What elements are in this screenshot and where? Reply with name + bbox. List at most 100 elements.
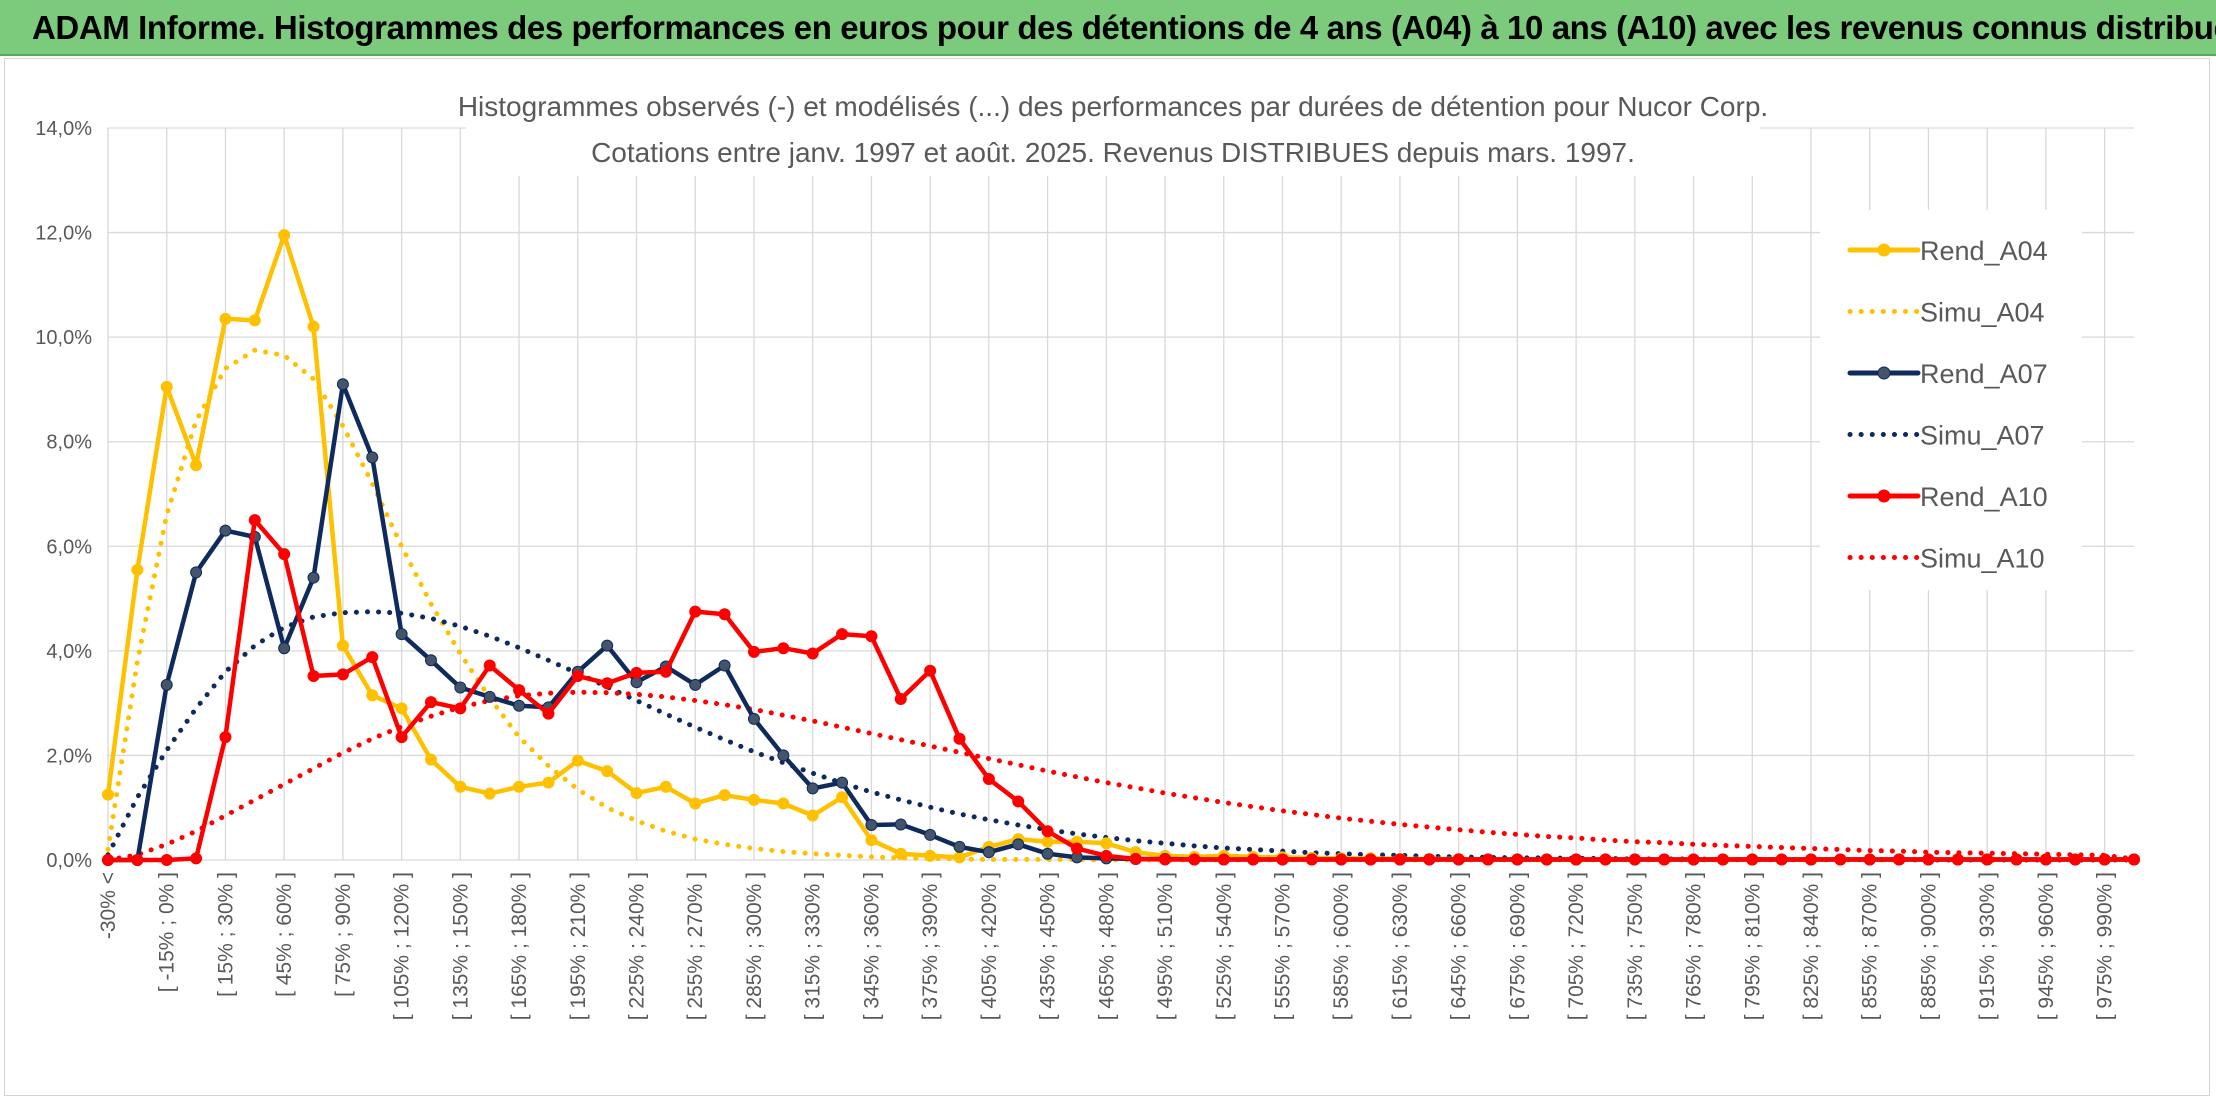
x-tick-label: [ 15% ; 30% ] — [214, 872, 237, 997]
x-tick-label: [ 675% ; 690% ] — [1506, 872, 1529, 1020]
data-point — [747, 712, 760, 725]
data-point — [865, 630, 878, 643]
data-point — [1217, 853, 1230, 866]
data-point — [248, 314, 261, 327]
y-tick-label: 8,0% — [46, 432, 92, 454]
data-point — [160, 678, 173, 691]
x-tick-label: [ 885% ; 900% ] — [1917, 872, 1940, 1020]
data-point — [1364, 853, 1377, 866]
data-point — [1482, 853, 1495, 866]
x-tick-label: [ 75% ; 90% ] — [332, 872, 355, 997]
x-tick-label: [ 825% ; 840% ] — [1800, 872, 1823, 1020]
chart-legend: Rend_A04 Simu_A04 Rend_A07 Simu_A07 Rend_A10… — [1847, 236, 2048, 574]
report-title: ADAM Informe. Histogrammes des performan… — [32, 9, 2216, 46]
data-point — [1570, 853, 1583, 866]
series-line-simu-a10 — [105, 689, 2137, 863]
data-point — [190, 852, 203, 865]
chart-area — [4, 58, 2210, 1096]
x-tick-label: [ 465% ; 480% ] — [1095, 872, 1118, 1020]
data-point — [160, 854, 173, 866]
legend-marker — [1877, 366, 1891, 380]
legend-background — [1820, 210, 2082, 590]
data-point — [160, 380, 173, 393]
x-tick-label: [ 495% ; 510% ] — [1154, 872, 1177, 1020]
x-tick-label: [ 45% ; 60% ] — [273, 872, 296, 997]
legend-label: Simu_A10 — [1920, 544, 2045, 574]
data-point — [2128, 853, 2140, 866]
data-point — [454, 780, 467, 793]
x-tick-label: [ 225% ; 240% ] — [626, 872, 649, 1020]
data-point — [1834, 853, 1847, 866]
x-tick-label: [ 195% ; 210% ] — [567, 872, 590, 1020]
data-point — [1100, 837, 1113, 850]
y-tick-label: 0,0% — [46, 850, 92, 872]
x-tick-label: [ 435% ; 450% ] — [1037, 872, 1060, 1020]
data-point — [894, 847, 907, 860]
series-line-rend-a10 — [105, 517, 2137, 863]
x-tick-label: [ 945% ; 960% ] — [2035, 872, 2058, 1020]
data-point — [924, 849, 937, 862]
x-tick-label: [ 735% ; 750% ] — [1624, 872, 1647, 1020]
data-point — [2069, 853, 2082, 866]
data-point — [718, 608, 731, 621]
x-tick-label: [ 795% ; 810% ] — [1741, 872, 1764, 1020]
data-point — [1628, 853, 1641, 866]
legend-label: Rend_A10 — [1920, 482, 2048, 512]
data-point — [131, 854, 144, 866]
data-point — [1981, 853, 1994, 866]
data-point — [601, 639, 614, 652]
x-tick-label: [ 705% ; 720% ] — [1565, 872, 1588, 1020]
data-point — [542, 776, 555, 789]
title-background — [466, 86, 1760, 176]
data-point — [1070, 842, 1083, 855]
data-point — [1540, 853, 1553, 866]
data-point — [483, 690, 496, 703]
data-point — [571, 754, 584, 767]
y-axis-labels: 0,0% 2,0% 4,0% 6,0% 8,0% 10,0% 12,0% 14,0% — [35, 118, 92, 872]
report-banner: ADAM Informe. Histogrammes des performan… — [0, 0, 2216, 56]
x-tick-label: [ 405% ; 420% ] — [978, 872, 1001, 1020]
y-tick-label: 14,0% — [35, 118, 92, 140]
series-line-simu-a07 — [105, 609, 2137, 863]
x-tick-label: [ 615% ; 630% ] — [1389, 872, 1412, 1020]
data-point — [718, 659, 731, 672]
data-point — [1863, 853, 1876, 866]
data-point — [395, 731, 408, 744]
chart-title: Histogrammes observés (-) et modélisés (… — [458, 91, 1768, 122]
data-point — [601, 765, 614, 778]
data-point — [1012, 795, 1025, 808]
data-point — [1247, 853, 1260, 866]
data-point — [219, 524, 232, 537]
data-point — [2098, 853, 2111, 866]
data-point — [689, 678, 702, 691]
data-point — [366, 451, 379, 464]
data-point — [1393, 853, 1406, 866]
data-point — [424, 696, 437, 709]
data-point — [513, 684, 526, 697]
x-tick-label: [ 765% ; 780% ] — [1683, 872, 1706, 1020]
x-tick-label: [ 855% ; 870% ] — [1859, 872, 1882, 1020]
data-point — [953, 851, 966, 864]
data-point — [1599, 853, 1612, 866]
y-tick-label: 4,0% — [46, 641, 92, 663]
data-point — [102, 788, 114, 801]
data-point — [366, 651, 379, 664]
data-point — [1012, 838, 1025, 851]
data-point — [1129, 852, 1142, 865]
data-point — [542, 707, 555, 720]
data-point — [1716, 853, 1729, 866]
data-point — [2010, 853, 2023, 866]
data-point — [659, 780, 672, 793]
legend-marker — [1877, 243, 1891, 257]
data-point — [924, 828, 937, 841]
data-point — [1658, 853, 1671, 866]
data-point — [336, 378, 349, 391]
data-point — [836, 776, 849, 789]
data-point — [190, 566, 203, 579]
x-axis-labels: -30% < [ -15% ; 0% ] [ 15% ; 30% ] [ 45% ; … — [97, 872, 2117, 1020]
y-tick-label: 2,0% — [46, 745, 92, 767]
data-point — [424, 753, 437, 766]
x-tick-label: [ 975% ; 990% ] — [2094, 872, 2117, 1020]
x-tick-label: [ 105% ; 120% ] — [391, 872, 414, 1020]
data-point — [982, 772, 995, 785]
